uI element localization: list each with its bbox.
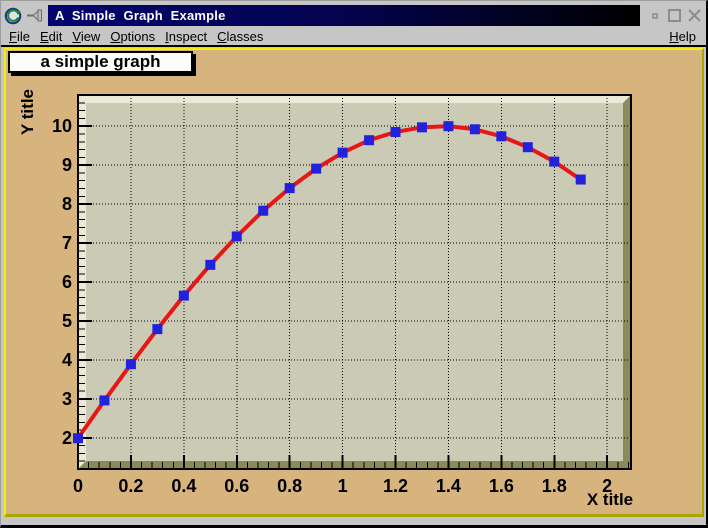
y-tick-label: 5: [62, 311, 72, 331]
x-tick-label: 1: [338, 476, 348, 496]
x-tick-label: 0.4: [171, 476, 196, 496]
window-title: A Simple Graph Example: [55, 8, 226, 23]
x-tick-label: 0: [73, 476, 83, 496]
y-tick-label: 8: [62, 194, 72, 214]
x-tick-label: 0.2: [118, 476, 143, 496]
root-canvas[interactable]: 0 0.2 0.4 0.6 0.8 1 1.2 1.4 1.6 1.8 2 2 3 4 5 6 7 8 9 10 X …: [4, 48, 704, 517]
y-axis-title: Y title: [18, 89, 37, 135]
x-tick-label: 2: [602, 476, 612, 496]
menu-inspect[interactable]: Inspect: [165, 28, 208, 44]
y-tick-label: 6: [62, 272, 72, 292]
menu-help[interactable]: Help: [669, 28, 696, 44]
close-button[interactable]: [687, 8, 702, 23]
pin-icon[interactable]: [27, 8, 44, 23]
x-tick-label: 1.6: [489, 476, 514, 496]
x-tick-label: 0.6: [224, 476, 249, 496]
menu-edit[interactable]: Edit: [39, 28, 63, 44]
minimize-button[interactable]: [648, 9, 662, 23]
x-tick-label: 1.4: [436, 476, 461, 496]
titlebar[interactable]: A Simple Graph Example: [4, 4, 705, 27]
titlebar-gradient[interactable]: A Simple Graph Example: [48, 5, 640, 26]
x-axis-title: X title: [587, 490, 633, 509]
y-tick-label: 3: [62, 389, 72, 409]
x-tick-label: 1.8: [542, 476, 567, 496]
graph-plot[interactable]: 0 0.2 0.4 0.6 0.8 1 1.2 1.4 1.6 1.8 2 2 3 4 5 6 7 8 9 10 X …: [6, 50, 702, 514]
graph-title-pave[interactable]: a simple graph: [8, 51, 193, 73]
menu-classes[interactable]: Classes: [217, 28, 264, 44]
y-tick-label: 10: [52, 116, 72, 136]
graph-title: a simple graph: [40, 52, 161, 71]
y-tick-label: 2: [62, 428, 72, 448]
y-tick-label: 7: [62, 233, 72, 253]
x-tick-label: 0.8: [277, 476, 302, 496]
menu-file[interactable]: File: [9, 28, 30, 44]
menu-options[interactable]: Options: [110, 28, 156, 44]
root-app-icon[interactable]: [4, 7, 22, 25]
x-tick-label: 1.2: [383, 476, 408, 496]
menu-view[interactable]: View: [72, 28, 101, 44]
y-tick-label: 9: [62, 155, 72, 175]
maximize-button[interactable]: [667, 8, 682, 23]
window-buttons: [640, 8, 705, 23]
menubar: File Edit View Options Inspect Classes H…: [1, 27, 706, 47]
y-tick-label: 4: [62, 350, 72, 370]
